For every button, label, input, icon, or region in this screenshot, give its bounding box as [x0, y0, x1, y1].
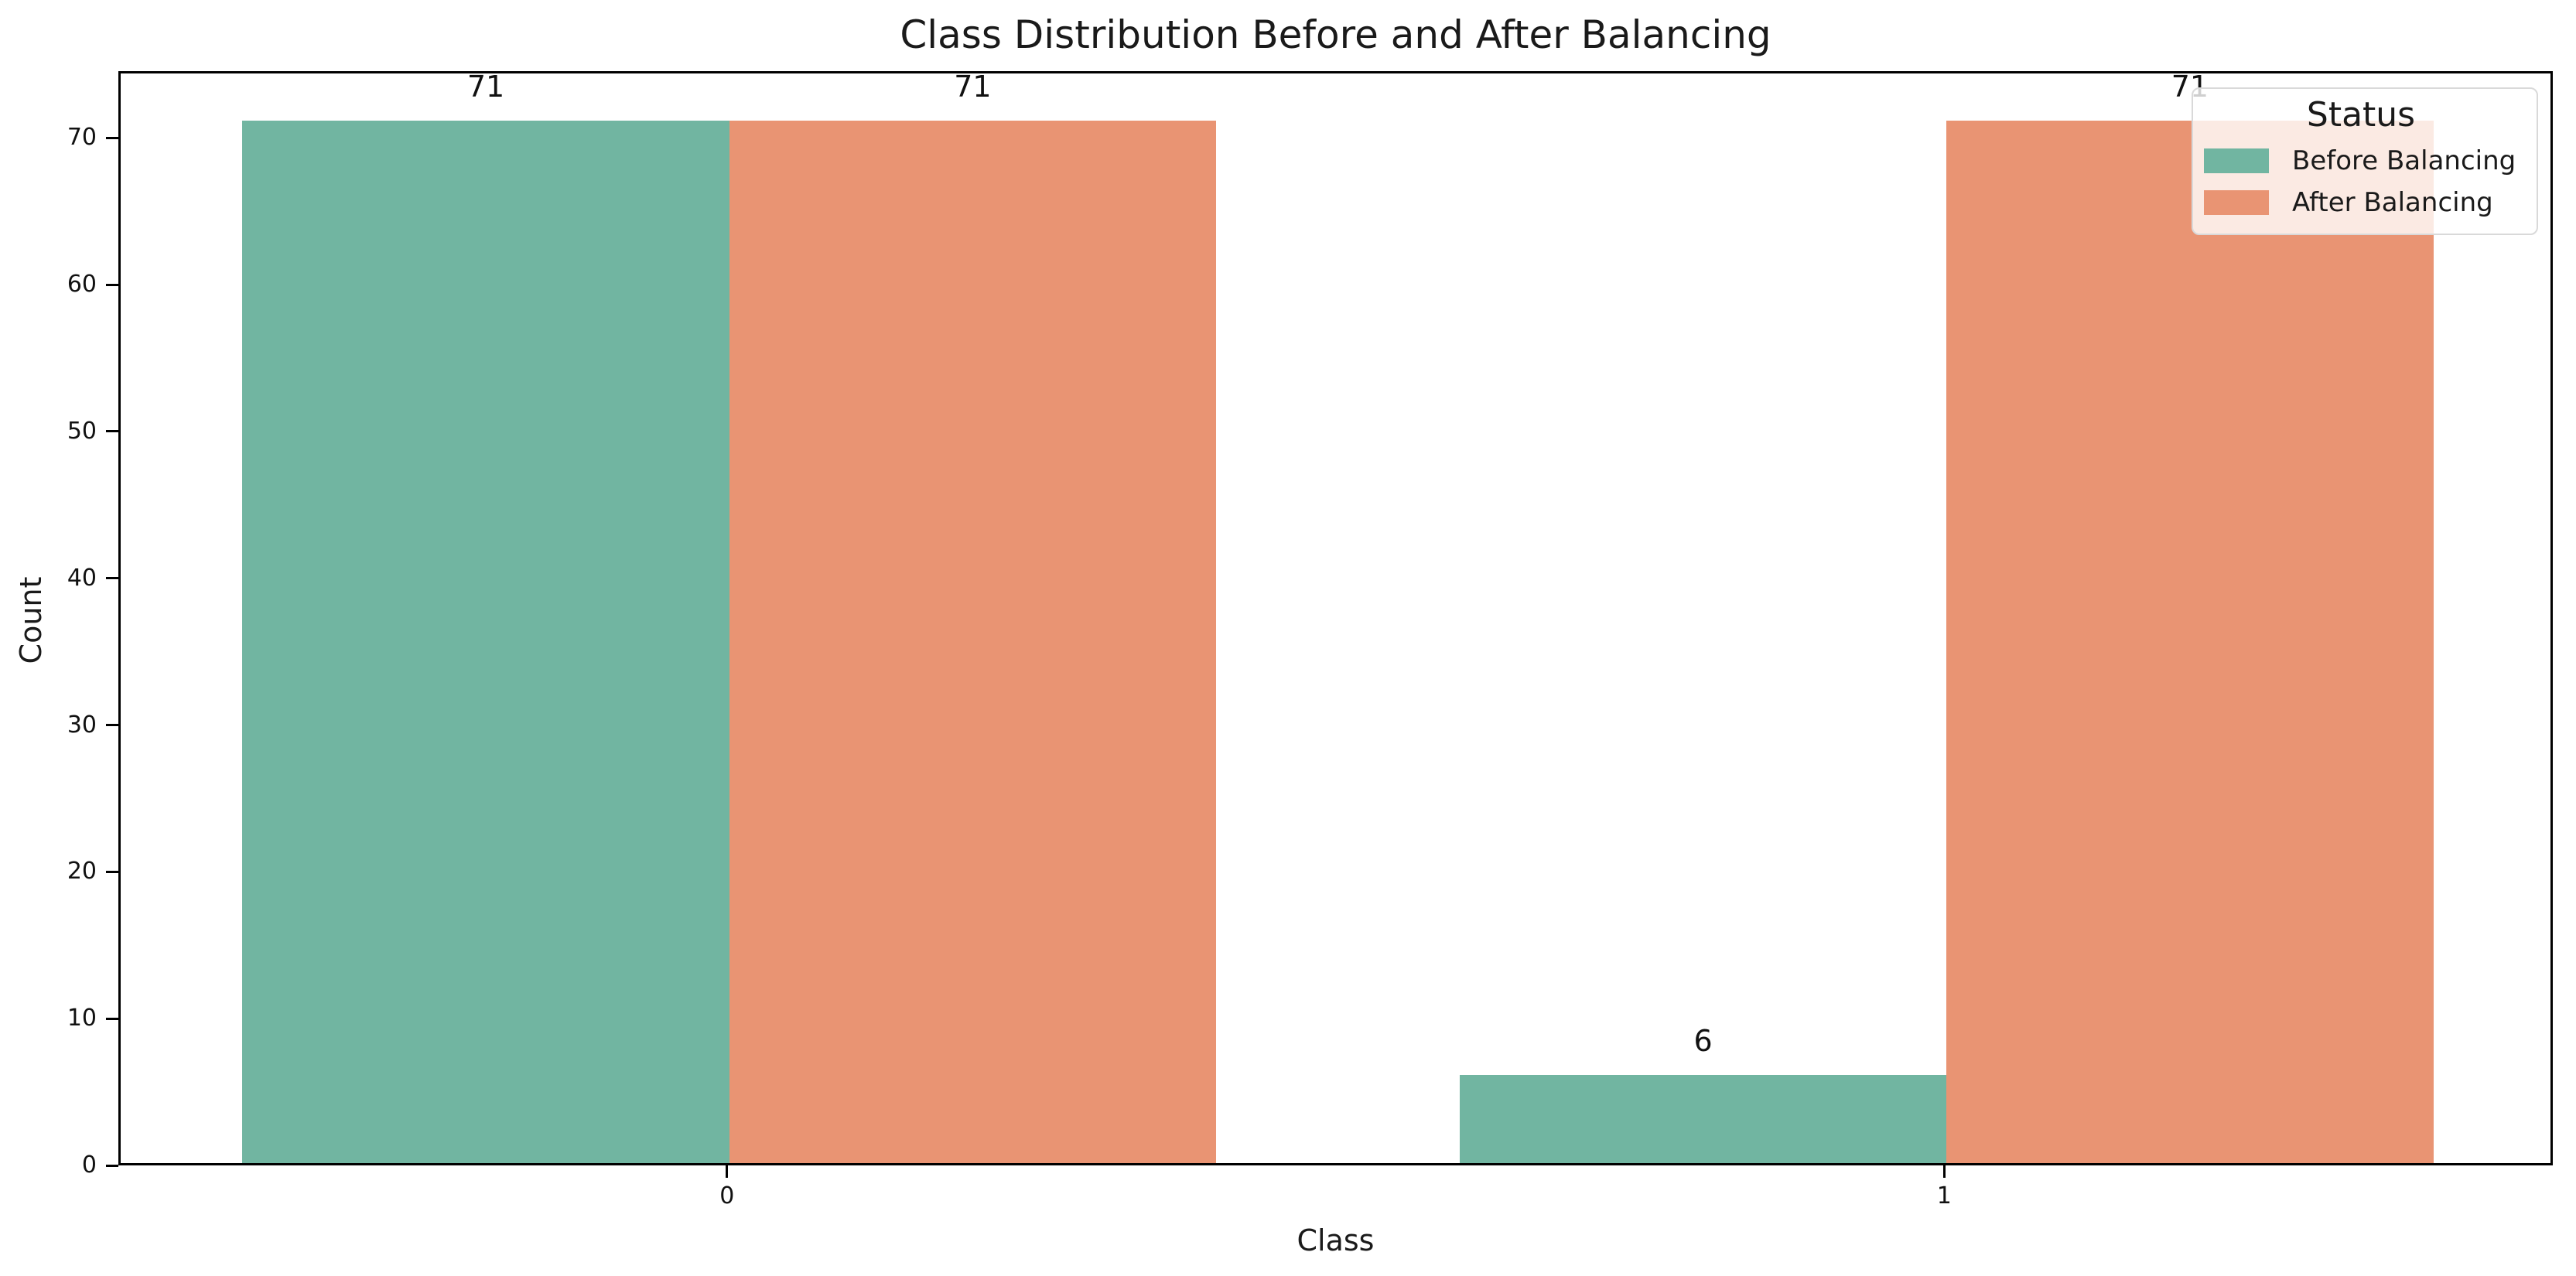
y-tick-label: 20 [67, 858, 97, 885]
y-tick-label: 0 [81, 1151, 97, 1179]
y-tick-label: 70 [67, 124, 97, 152]
bar-1-after-balancing [1946, 121, 2434, 1163]
y-tick-mark [106, 1164, 118, 1167]
bar-1-before-balancing [1459, 1075, 1947, 1163]
y-tick-mark [106, 577, 118, 580]
x-tick-label: 0 [719, 1182, 735, 1209]
legend-title: Status [2306, 95, 2416, 135]
x-tick-label: 1 [1936, 1182, 1952, 1209]
y-tick-mark [106, 724, 118, 727]
y-tick-label: 50 [67, 417, 97, 445]
chart-title: Class Distribution Before and After Bala… [900, 12, 1771, 57]
x-tick-mark [1942, 1165, 1946, 1178]
y-axis-label: Count [14, 576, 48, 664]
y-tick-mark [106, 283, 118, 286]
y-tick-label: 40 [67, 564, 97, 592]
plot-area: Status Before Balancing After Balancing 7… [118, 70, 2553, 1165]
y-tick-mark [106, 136, 118, 139]
legend-item-label: Before Balancing [2292, 145, 2516, 176]
y-tick-label: 10 [67, 1005, 97, 1032]
legend: Status Before Balancing After Balancing [2192, 87, 2538, 235]
bar-0-before-balancing [242, 121, 729, 1163]
bar-value-label: 71 [954, 70, 992, 104]
y-tick-mark [106, 870, 118, 873]
legend-row: Before Balancing [2204, 145, 2518, 176]
legend-item-label: After Balancing [2292, 187, 2493, 218]
y-tick-mark [106, 1017, 118, 1020]
legend-row: After Balancing [2204, 187, 2518, 218]
y-tick-mark [106, 430, 118, 433]
bar-0-after-balancing [729, 121, 1217, 1163]
legend-swatch-after-balancing [2204, 190, 2269, 215]
bar-value-label: 71 [466, 70, 505, 104]
x-axis-label: Class [1297, 1223, 1375, 1257]
legend-swatch-before-balancing [2204, 148, 2269, 173]
x-tick-mark [726, 1165, 729, 1178]
bar-value-label: 6 [1693, 1024, 1713, 1059]
y-tick-label: 30 [67, 711, 97, 739]
y-tick-label: 60 [67, 271, 97, 299]
